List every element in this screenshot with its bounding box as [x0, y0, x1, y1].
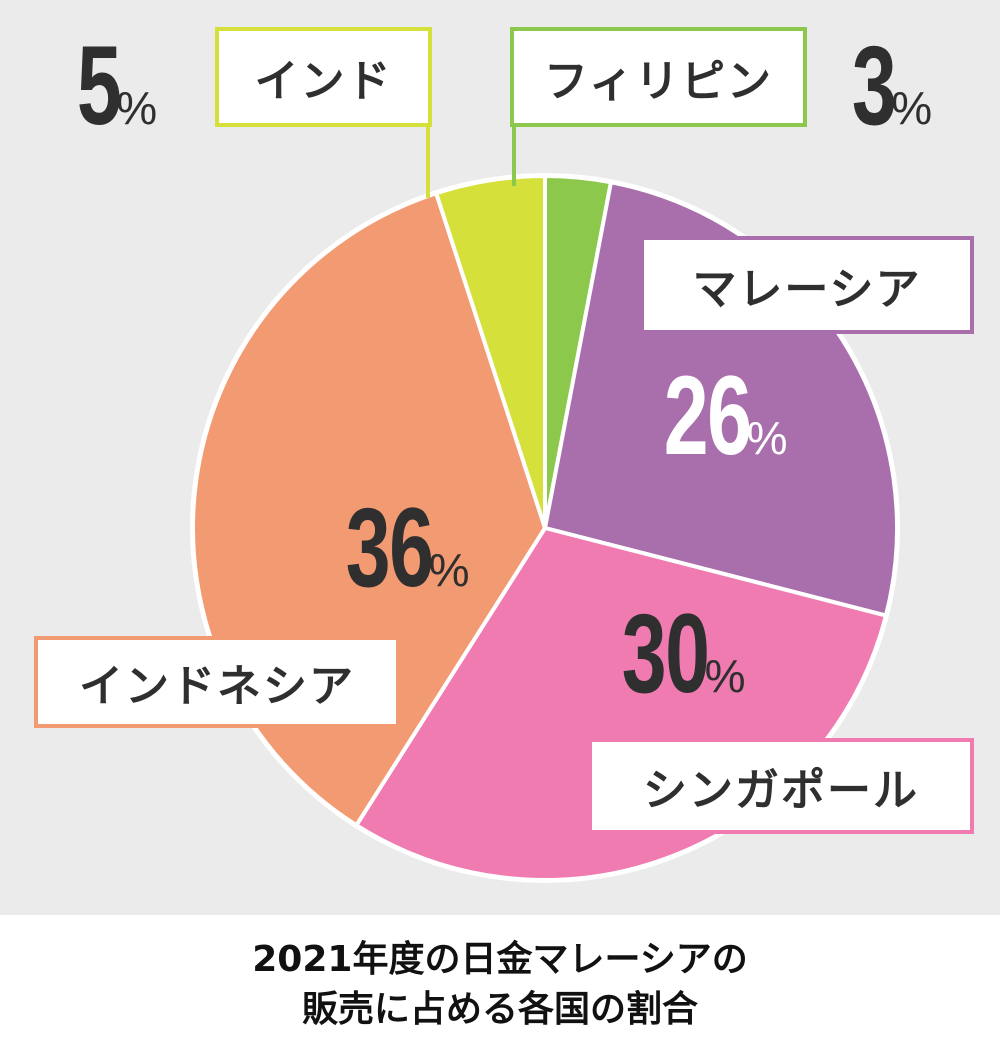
- value-malaysia: 26%: [663, 353, 788, 478]
- value-indonesia: 36%: [345, 485, 470, 610]
- caption-line-2: 販売に占める各国の割合: [301, 988, 698, 1030]
- label-malaysia: マレーシア: [640, 236, 974, 334]
- chart-caption: 2021年度の日金マレーシアの 販売に占める各国の割合: [0, 915, 1000, 1054]
- label-indonesia: インドネシア: [34, 636, 400, 728]
- label-singapore: シンガポール: [588, 738, 974, 834]
- pie-slice-india: [434, 174, 547, 530]
- value-india: 5%: [76, 23, 158, 148]
- pie-slice-malaysia: [543, 180, 899, 618]
- value-philippines: 3%: [851, 23, 933, 148]
- label-india: インド: [215, 27, 432, 127]
- label-philippines: フィリピン: [510, 27, 807, 127]
- caption-line-1: 2021年度の日金マレーシアの: [252, 938, 748, 980]
- chart-area: フィリピン マレーシア シンガポール インドネシア インド 3% 26% 30%…: [0, 0, 1000, 915]
- value-singapore: 30%: [621, 591, 746, 716]
- leader-lines: [426, 127, 516, 198]
